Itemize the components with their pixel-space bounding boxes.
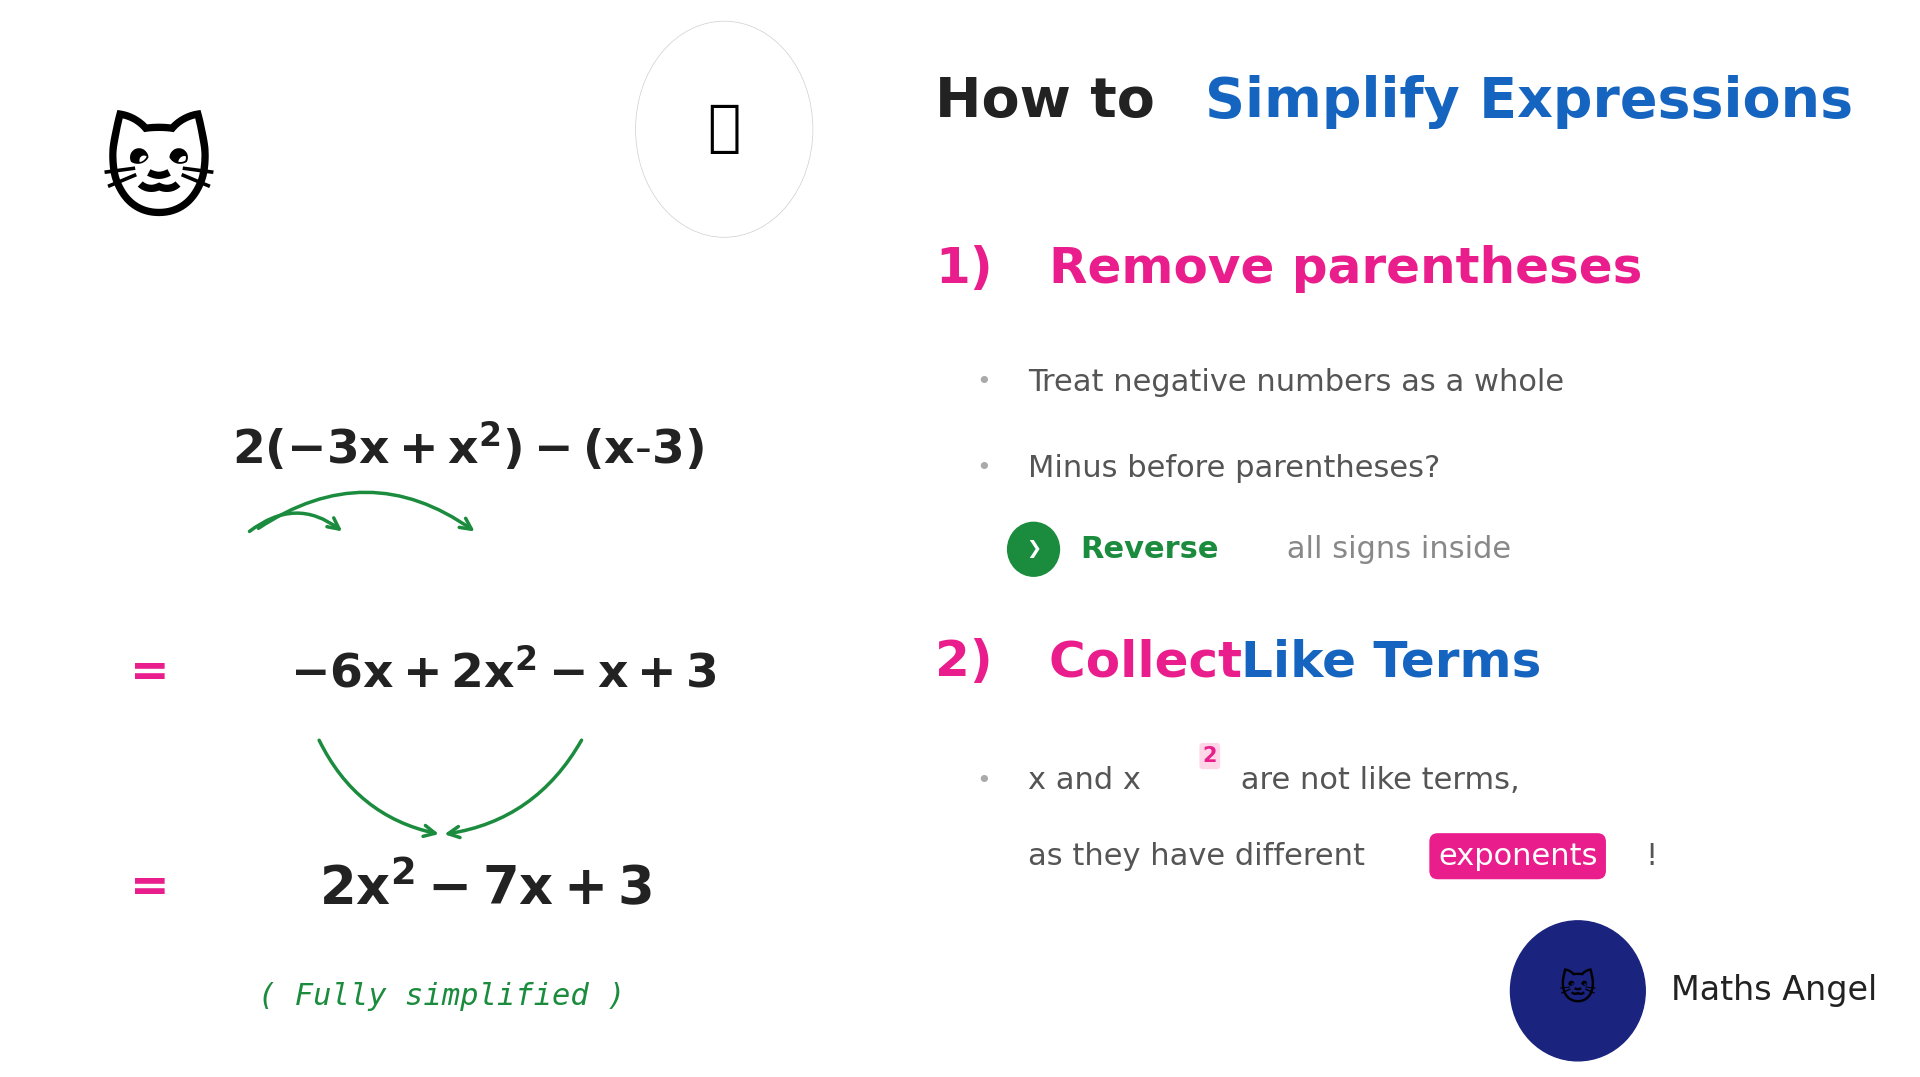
Text: !: !	[1645, 842, 1657, 870]
Text: 📐: 📐	[708, 102, 741, 156]
Text: How to: How to	[935, 75, 1175, 129]
Text: 🐱: 🐱	[1559, 974, 1597, 1008]
Text: 2: 2	[1202, 746, 1217, 766]
Text: =: =	[131, 866, 171, 911]
Text: •: •	[977, 370, 991, 394]
Circle shape	[1008, 522, 1060, 576]
Text: x and x: x and x	[1029, 767, 1140, 795]
Text: ( Fully simplified ): ( Fully simplified )	[257, 982, 626, 1010]
Text: =: =	[131, 651, 171, 696]
Text: Remove parentheses: Remove parentheses	[1048, 246, 1642, 293]
Circle shape	[1511, 921, 1645, 1061]
Text: 1): 1)	[935, 246, 993, 293]
Text: Simplify Expressions: Simplify Expressions	[1204, 75, 1853, 129]
Text: as they have different: as they have different	[1029, 842, 1375, 870]
Text: •: •	[977, 457, 991, 480]
Text: are not like terms,: are not like terms,	[1231, 767, 1519, 795]
Text: Like Terms: Like Terms	[1240, 639, 1542, 686]
Circle shape	[636, 22, 812, 237]
Text: Reverse: Reverse	[1081, 535, 1219, 563]
Text: all signs inside: all signs inside	[1277, 535, 1511, 563]
Text: $\mathbf{2(-3x + x^2) - (x\text{-}3)}$: $\mathbf{2(-3x + x^2) - (x\text{-}3)}$	[232, 420, 705, 474]
Text: ❯: ❯	[1025, 541, 1041, 558]
Text: 🐱: 🐱	[102, 124, 217, 232]
Text: Collect: Collect	[1048, 639, 1260, 686]
Text: $\mathbf{2x^2 - 7x + 3}$: $\mathbf{2x^2 - 7x + 3}$	[319, 863, 653, 914]
Text: Treat negative numbers as a whole: Treat negative numbers as a whole	[1029, 368, 1565, 396]
Text: •: •	[977, 769, 991, 793]
Circle shape	[636, 22, 812, 237]
Text: Minus before parentheses?: Minus before parentheses?	[1029, 454, 1440, 482]
Text: Maths Angel: Maths Angel	[1670, 975, 1878, 1007]
Text: $\mathbf{-6x + 2x^2 - x + 3}$: $\mathbf{-6x + 2x^2 - x + 3}$	[290, 649, 716, 697]
Text: 2): 2)	[935, 639, 993, 686]
Text: exponents: exponents	[1438, 842, 1597, 870]
